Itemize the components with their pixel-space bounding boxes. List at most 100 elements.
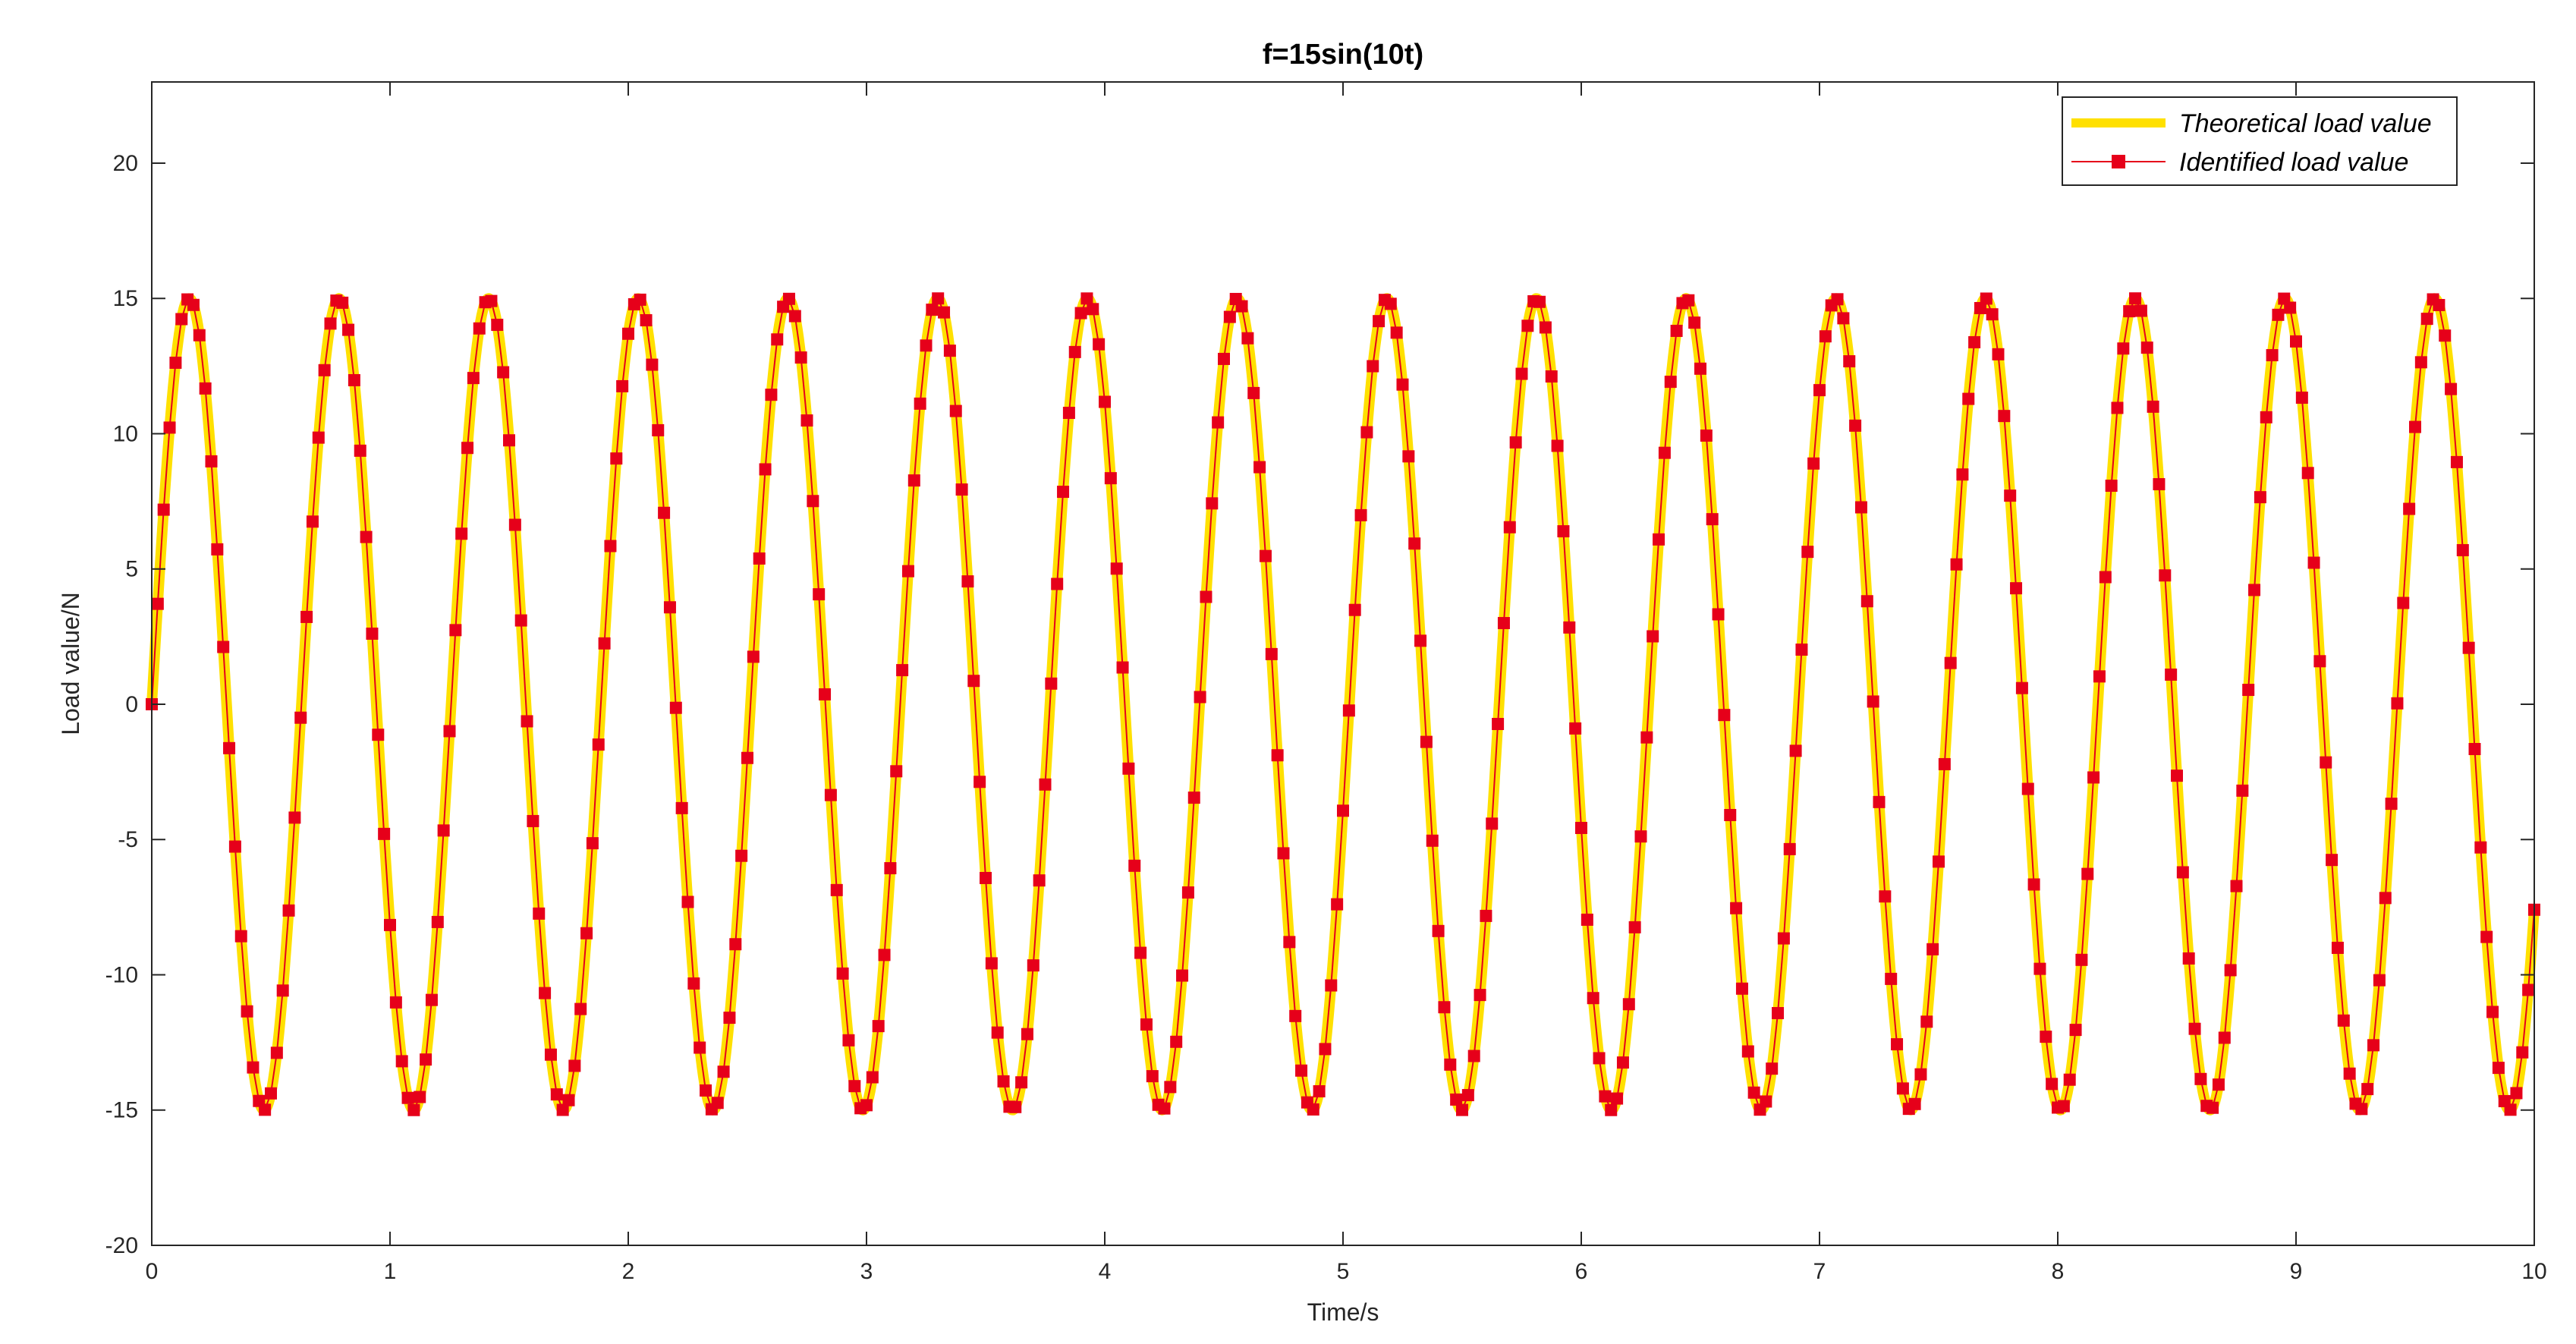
identified-data-point: [503, 434, 515, 447]
identified-data-point: [1492, 717, 1505, 730]
x-tick-label: 10: [2521, 1259, 2546, 1284]
identified-data-point: [1587, 992, 1599, 1005]
identified-data-point: [1944, 656, 1957, 669]
identified-data-point: [1122, 762, 1135, 775]
identified-data-point: [1241, 332, 1254, 345]
identified-data-point: [2331, 941, 2344, 954]
identified-data-point: [967, 675, 980, 688]
identified-data-point: [1599, 1090, 1612, 1103]
identified-data-point: [2123, 305, 2136, 318]
identified-data-point: [1807, 457, 1820, 470]
identified-data-point: [1766, 1062, 1779, 1075]
identified-data-point: [2272, 308, 2285, 321]
identified-data-point: [2081, 867, 2094, 880]
identified-data-point: [1021, 1028, 1033, 1040]
identified-data-point: [1849, 419, 1862, 432]
identified-data-point: [2480, 930, 2493, 943]
identified-data-point: [1259, 549, 1272, 562]
identified-data-point: [384, 918, 396, 931]
identified-data-point: [1414, 634, 1427, 647]
identified-data-point: [473, 322, 486, 335]
identified-data-point: [1146, 1070, 1159, 1083]
identified-data-point: [1212, 416, 1225, 429]
identified-data-point: [2057, 1100, 2070, 1113]
identified-data-point: [1908, 1097, 1921, 1110]
identified-data-point: [2140, 342, 2153, 354]
chart-title: f=15sin(10t): [1263, 39, 1423, 71]
identified-data-point: [2194, 1072, 2207, 1085]
identified-data-point: [914, 397, 926, 410]
identified-data-point: [1128, 859, 1141, 872]
identified-data-point: [1444, 1058, 1457, 1071]
identified-data-point: [2510, 1087, 2523, 1100]
identified-data-point: [354, 444, 366, 457]
identified-data-point: [1009, 1100, 1022, 1113]
identified-data-point: [943, 345, 956, 357]
identified-data-point: [681, 895, 694, 908]
identified-data-point: [2099, 571, 2112, 584]
identified-data-point: [1920, 1015, 1933, 1028]
identified-data-point: [1747, 1086, 1760, 1099]
identified-data-point: [872, 1020, 885, 1033]
identified-data-point: [1348, 603, 1361, 616]
identified-data-point: [1575, 821, 1587, 834]
identified-data-point: [991, 1026, 1004, 1039]
identified-data-point: [2361, 1083, 2374, 1096]
identified-data-point: [1051, 578, 1064, 590]
x-tick-label: 5: [1337, 1259, 1350, 1284]
identified-data-point: [1860, 595, 1873, 608]
identified-data-point: [1045, 677, 1058, 690]
identified-data-point: [2188, 1022, 2201, 1035]
identified-data-point: [1480, 909, 1492, 922]
identified-data-point: [1950, 558, 1963, 571]
identified-data-point: [455, 527, 468, 540]
identified-data-point: [533, 907, 546, 920]
identified-data-point: [217, 641, 230, 653]
identified-data-point: [1688, 316, 1701, 329]
identified-data-point: [544, 1048, 557, 1061]
identified-data-point: [1235, 300, 1248, 313]
identified-data-point: [2015, 681, 2028, 694]
identified-data-point: [1730, 902, 1743, 914]
identified-data-point: [2171, 770, 2183, 782]
identified-data-point: [890, 765, 903, 778]
identified-data-point: [741, 751, 753, 764]
identified-data-point: [747, 650, 760, 663]
y-axis-label: Load value/N: [57, 592, 84, 735]
identified-data-point: [2414, 356, 2427, 369]
identified-data-point: [2117, 342, 2130, 355]
identified-data-point: [1158, 1102, 1171, 1115]
identified-data-point: [771, 333, 784, 346]
identified-data-point: [1819, 330, 1832, 343]
identified-data-point: [753, 552, 766, 565]
identified-data-point: [1694, 362, 1706, 375]
identified-data-point: [723, 1012, 736, 1025]
identified-data-point: [1194, 691, 1206, 703]
identified-data-point: [896, 664, 909, 677]
identified-data-point: [2153, 478, 2166, 491]
identified-data-point: [485, 294, 498, 307]
identified-data-point: [449, 624, 462, 637]
identified-data-point: [2230, 880, 2243, 892]
identified-data-point: [265, 1087, 277, 1100]
identified-data-point: [556, 1103, 569, 1116]
identified-data-point: [1140, 1018, 1153, 1031]
identified-data-point: [312, 431, 325, 444]
identified-data-point: [2468, 743, 2481, 756]
identified-data-point: [574, 1002, 587, 1015]
identified-data-point: [1837, 312, 1850, 325]
identified-data-point: [2385, 798, 2398, 810]
identified-data-point: [562, 1094, 575, 1106]
identified-data-point: [1068, 345, 1081, 358]
identified-data-point: [759, 463, 772, 476]
identified-data-point: [2033, 962, 2046, 975]
identified-data-point: [955, 483, 968, 496]
identified-data-point: [1551, 439, 1564, 452]
identified-data-point: [1735, 982, 1748, 995]
identified-data-point: [938, 306, 951, 319]
identified-data-point: [425, 993, 438, 1006]
identified-data-point: [2218, 1031, 2231, 1044]
identified-data-point: [366, 627, 379, 640]
identified-data-point: [2504, 1103, 2517, 1116]
identified-data-point: [1581, 913, 1593, 926]
